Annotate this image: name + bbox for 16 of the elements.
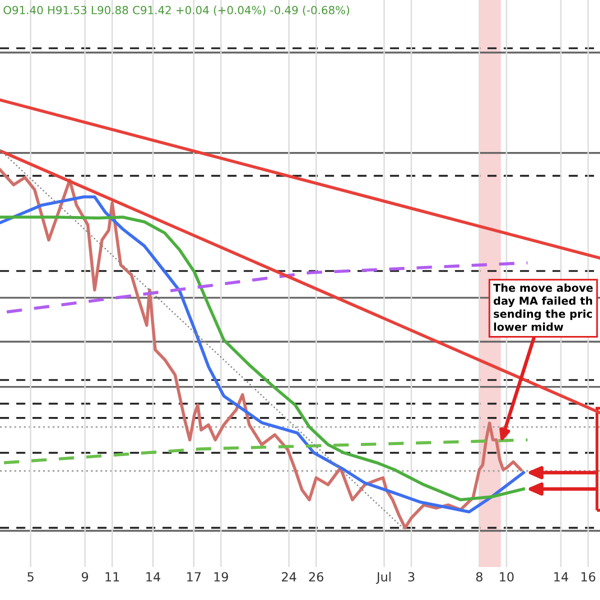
x-tick-label: 9: [82, 572, 88, 582]
x-tick-label: 5: [28, 572, 34, 582]
x-tick-label: 14: [146, 572, 160, 582]
x-tick-label: 11: [106, 572, 119, 582]
x-tick-label: 16: [582, 572, 596, 582]
x-tick-label: 24: [282, 572, 296, 582]
text: O91.40 H91.53 L90.88 C91.42 +0.04 (+0.04%) -0.49 (-0.68%): [4, 6, 350, 16]
x-tick-label: 17: [187, 572, 201, 582]
x-tick-label: 14: [554, 572, 568, 582]
x-tick-label: 3: [408, 572, 414, 582]
x-tick-label: 26: [309, 572, 324, 582]
x-tick-label: 8: [476, 572, 482, 582]
x-tick-label: Jul: [376, 572, 391, 584]
x-tick-label: 10: [500, 572, 514, 582]
x-tick-label: 19: [214, 572, 228, 582]
annotation: The move above day MA failed th sending the pric lower midw: [493, 284, 593, 331]
